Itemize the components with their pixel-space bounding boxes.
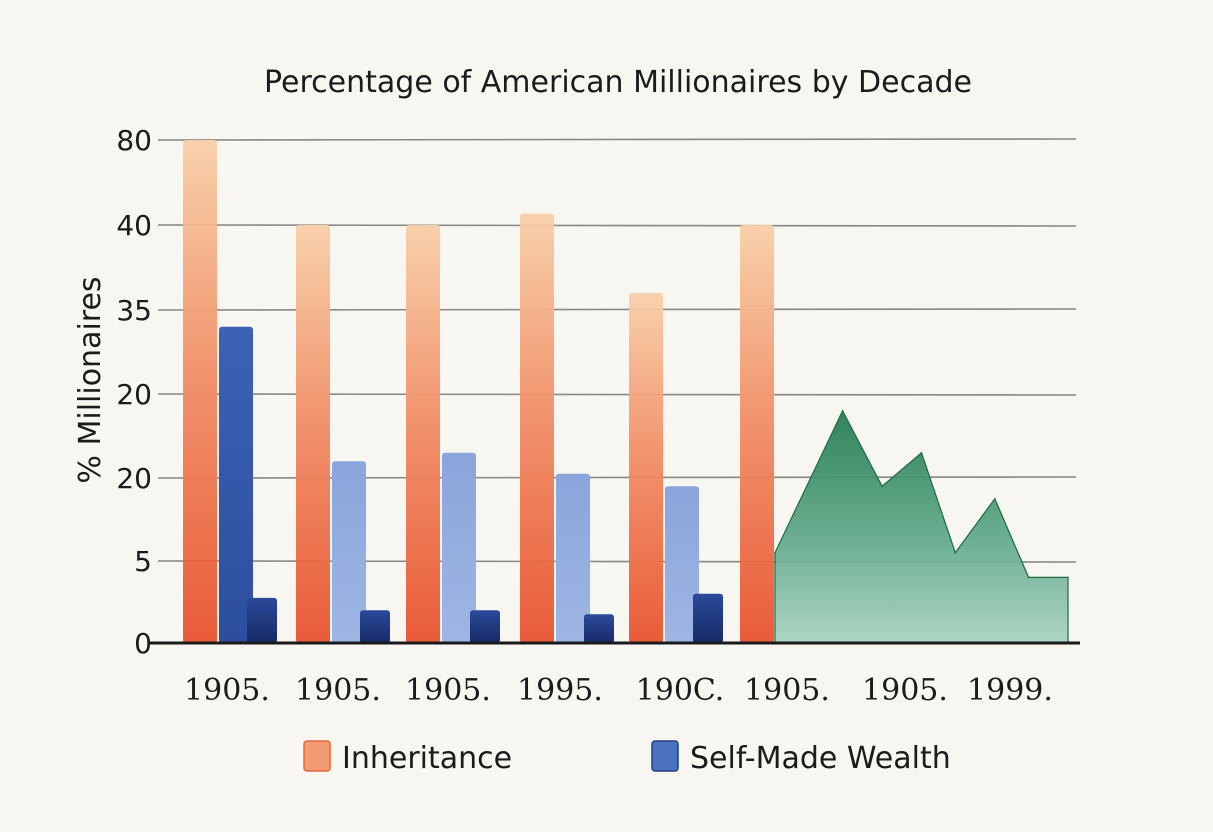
area-point bbox=[920, 452, 923, 454]
area-point bbox=[1067, 576, 1069, 579]
area-layer bbox=[774, 409, 1069, 644]
legend: Inheritance Self-Made Wealth bbox=[303, 740, 951, 776]
gridline bbox=[157, 393, 1077, 396]
x-tick-label: 1905. bbox=[862, 673, 948, 708]
bar-inheritance bbox=[406, 225, 440, 643]
area-point bbox=[774, 551, 776, 554]
bar-self-made-secondary bbox=[470, 610, 500, 643]
x-tick-label: 1995. bbox=[517, 673, 603, 708]
gridline bbox=[157, 308, 1077, 311]
bar-inheritance bbox=[740, 225, 774, 643]
gridline bbox=[157, 224, 1077, 227]
y-tick-label: 0 bbox=[134, 627, 152, 660]
y-tick-label: 35 bbox=[116, 294, 152, 327]
bar-self-made bbox=[219, 326, 253, 643]
x-tick-label: 1905. bbox=[184, 673, 270, 708]
bar-self-made bbox=[442, 452, 476, 643]
x-tick-label: 1905. bbox=[405, 673, 491, 708]
y-tick-label: 20 bbox=[116, 462, 152, 495]
area-point bbox=[954, 551, 957, 554]
bar-inheritance bbox=[520, 213, 554, 643]
area-point bbox=[841, 410, 844, 412]
x-tick-label: 1905. bbox=[744, 673, 830, 708]
bar-inheritance bbox=[629, 293, 663, 643]
grid-layer bbox=[157, 138, 1077, 563]
bar-inheritance bbox=[183, 140, 217, 643]
x-tick-label: 1999. bbox=[967, 673, 1053, 708]
bar-self-made-secondary bbox=[360, 610, 390, 643]
bar-self-made-secondary bbox=[247, 597, 277, 643]
bar-inheritance bbox=[296, 225, 330, 643]
legend-swatch-inheritance bbox=[303, 740, 331, 772]
x-tick-label: 1905. bbox=[295, 673, 381, 708]
area-point bbox=[1027, 576, 1030, 579]
x-tick-label: 190C. bbox=[636, 673, 725, 708]
gridline bbox=[157, 138, 1077, 141]
y-tick-label: 20 bbox=[116, 378, 152, 411]
legend-swatch-self-made bbox=[651, 740, 679, 772]
area-point bbox=[881, 485, 883, 488]
legend-label-inheritance: Inheritance bbox=[342, 741, 512, 776]
area-point bbox=[994, 498, 996, 500]
y-axis-label: % Millionaires bbox=[73, 276, 108, 483]
y-tick-label: 40 bbox=[116, 209, 152, 242]
chart-title: Percentage of American Millionaires by D… bbox=[264, 65, 972, 100]
bar-self-made-secondary bbox=[584, 614, 614, 643]
bar-layer bbox=[183, 140, 774, 643]
y-tick-labels: 0 5 20 20 35 40 80 bbox=[116, 124, 152, 660]
area-self-made bbox=[774, 409, 1069, 644]
bar-self-made bbox=[556, 473, 590, 643]
bar-self-made bbox=[665, 486, 699, 643]
bar-self-made-secondary bbox=[693, 593, 723, 643]
legend-label-self-made: Self-Made Wealth bbox=[690, 741, 951, 776]
x-tick-labels: 1905. 1905. 1905. 1995. 190C. 1905. 1905. 1999. bbox=[184, 673, 1053, 708]
y-tick-label: 5 bbox=[134, 545, 152, 578]
gridline bbox=[157, 476, 1077, 479]
y-tick-label: 80 bbox=[116, 124, 152, 157]
bar-self-made bbox=[332, 461, 366, 643]
